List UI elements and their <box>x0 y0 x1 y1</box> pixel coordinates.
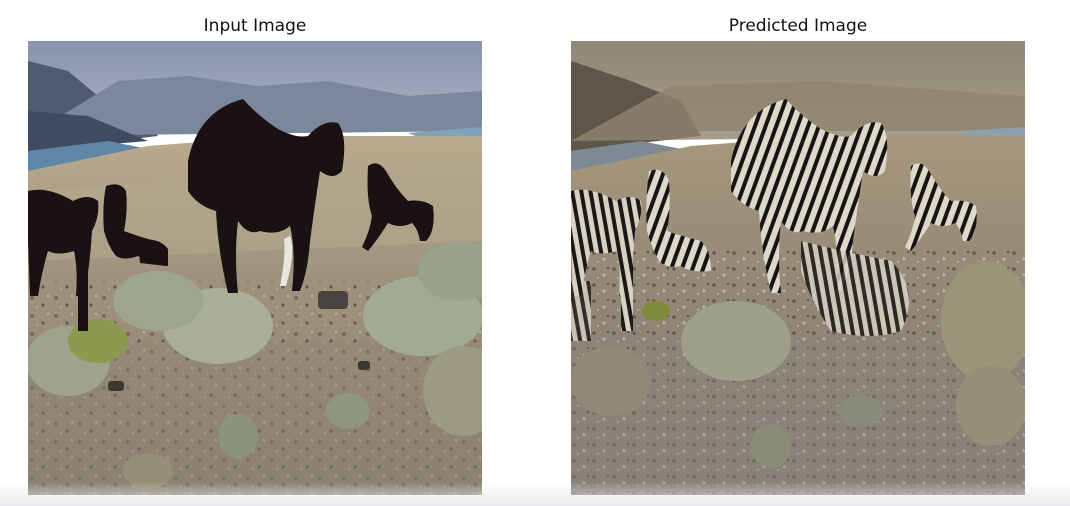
predicted-image-picture <box>571 41 1025 495</box>
predicted-image <box>571 41 1025 495</box>
input-image-title: Input Image <box>203 16 307 36</box>
predicted-image-title: Predicted Image <box>728 16 868 36</box>
input-image <box>28 41 482 495</box>
bottom-edge-shading <box>0 482 1070 506</box>
input-image-picture <box>28 41 482 495</box>
